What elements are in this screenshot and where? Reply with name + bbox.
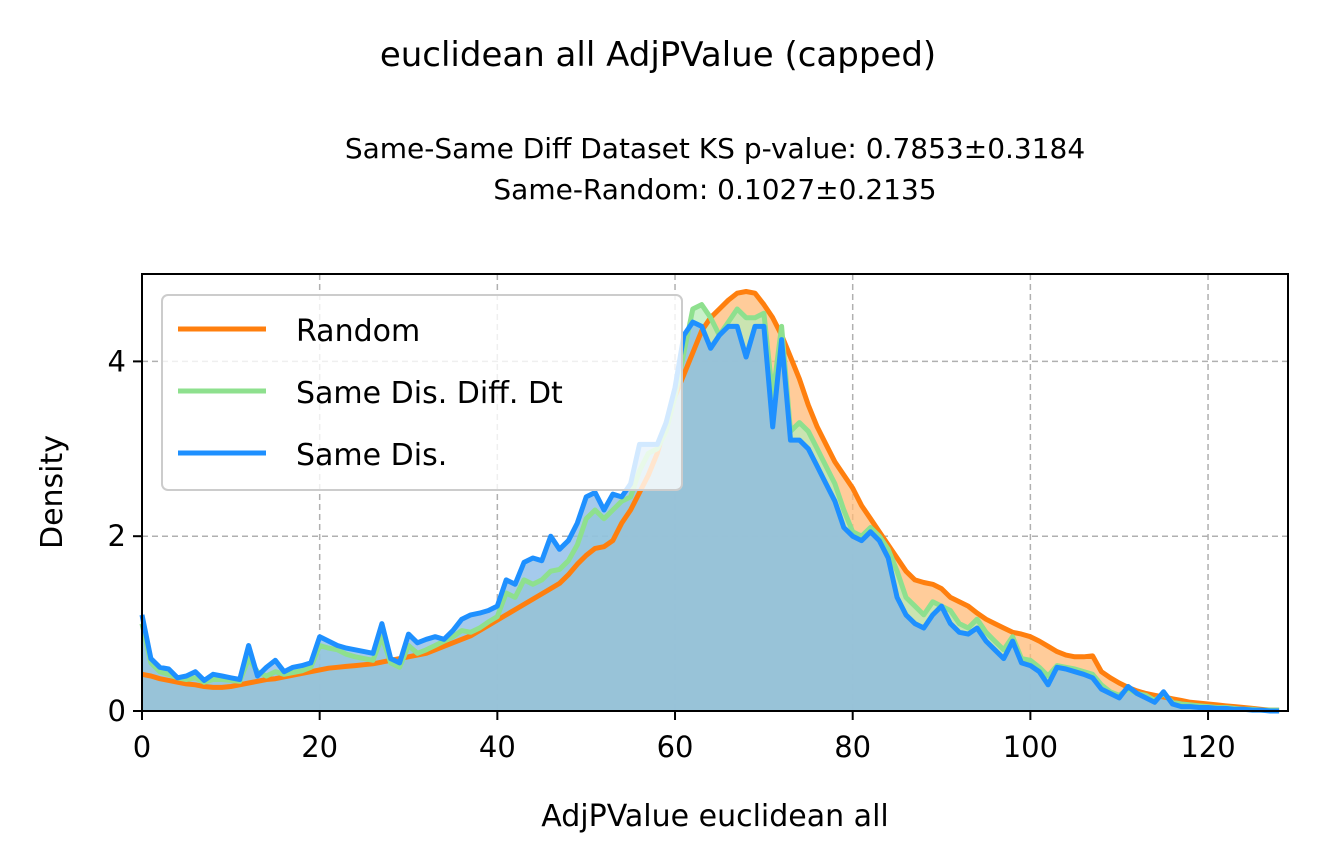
chart-subtitle-line-1: Same-Same Diff Dataset KS p-value: 0.785…: [345, 132, 1085, 165]
x-tick-label: 20: [301, 730, 338, 764]
legend-label-same-dis: Same Dis.: [296, 438, 447, 473]
chart-title: euclidean all AdjPValue (capped): [380, 35, 936, 75]
x-tick-label: 120: [1180, 730, 1235, 764]
x-tick-label: 0: [133, 730, 151, 764]
legend-box: [161, 294, 683, 491]
legend: Random Same Dis. Diff. Dt Same Dis.: [161, 294, 683, 491]
axis-ticks: 0 20 40 60 80 100 120 0 2 4: [108, 344, 1236, 764]
series-line-2: [139, 319, 1280, 714]
x-tick-label: 60: [657, 730, 694, 764]
x-tick-label: 40: [479, 730, 516, 764]
legend-label-random: Random: [296, 314, 420, 349]
plot-frame: [141, 273, 1289, 712]
y-tick-label: 4: [108, 344, 126, 378]
chart-subtitle-line-2: Same-Random: 0.1027±0.2135: [493, 173, 936, 206]
series-lines: [139, 289, 1280, 714]
y-tick-label: 0: [108, 694, 126, 728]
y-tick-label: 2: [108, 519, 126, 553]
series-fills: [142, 291, 1280, 711]
y-axis-label: Density: [35, 435, 70, 549]
x-tick-label: 80: [834, 730, 871, 764]
series-line-1: [139, 302, 1280, 713]
x-tick-label: 100: [1003, 730, 1058, 764]
series-fill-2: [142, 322, 1280, 711]
x-axis-label: AdjPValue euclidean all: [541, 799, 889, 834]
legend-label-same-dis-diff-dt: Same Dis. Diff. Dt: [296, 376, 563, 411]
